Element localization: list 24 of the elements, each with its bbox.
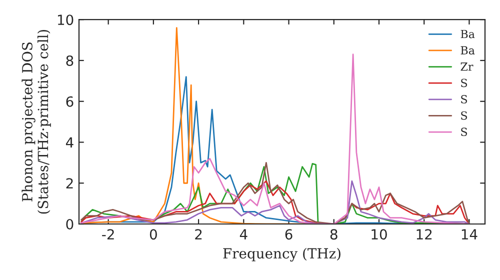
legend-label: S — [461, 95, 468, 104]
legend-label: S — [461, 111, 468, 120]
x-tick-label: 4 — [240, 229, 248, 240]
x-tick-label: -2 — [102, 229, 114, 240]
legend-label: S — [461, 128, 468, 136]
x-tick-label: 10 — [372, 229, 387, 240]
y-tick-label: 6 — [66, 96, 74, 107]
y-axis-title: Phonon projected DOS (States/THz·primitive cell) — [22, 30, 51, 214]
x-tick-label: 0 — [150, 229, 157, 240]
y-tick-label: 4 — [66, 137, 74, 148]
x-tick-label: 6 — [285, 229, 292, 240]
legend-label: Ba — [460, 30, 475, 38]
x-tick-label: 8 — [330, 229, 338, 240]
x-tick-label: 14 — [462, 229, 478, 240]
y-tick-label: 0 — [66, 218, 74, 230]
x-axis-title: Frequency (THz) — [223, 248, 340, 262]
y-tick-label: 10 — [58, 14, 74, 26]
legend-label: S — [461, 78, 468, 88]
legend-label: Zr — [460, 62, 474, 71]
y-tick-label: 8 — [66, 55, 74, 66]
x-tick-label: 2 — [195, 229, 202, 240]
legend-label: Ba — [460, 46, 475, 55]
y-tick-label: 2 — [66, 178, 73, 188]
x-tick-label: 12 — [416, 229, 432, 240]
